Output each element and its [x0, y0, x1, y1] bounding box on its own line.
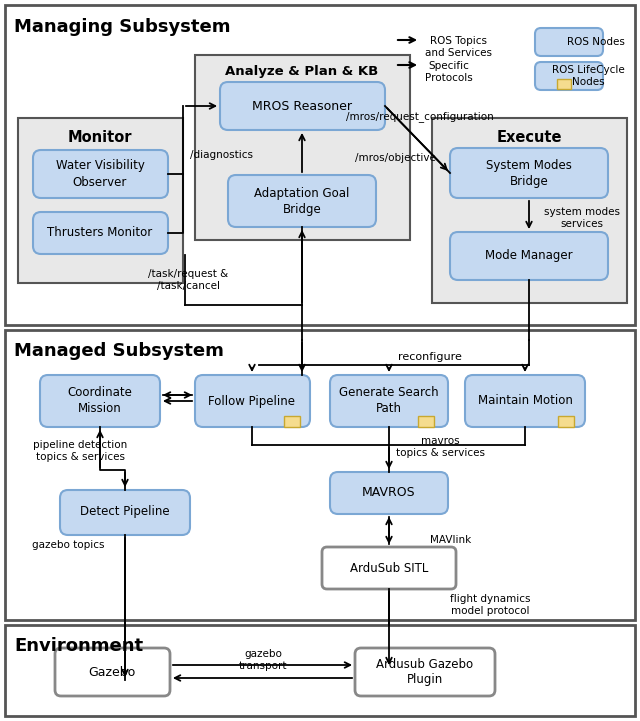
Text: /mros/objective: /mros/objective: [355, 153, 436, 163]
Bar: [5, 625, 635, 716]
Text: Detect Pipeline: Detect Pipeline: [80, 505, 170, 518]
Text: ROS Nodes: ROS Nodes: [567, 37, 625, 47]
FancyBboxPatch shape: [220, 82, 385, 130]
FancyBboxPatch shape: [33, 212, 168, 254]
Text: gazebo topics: gazebo topics: [32, 540, 104, 550]
FancyBboxPatch shape: [33, 150, 168, 198]
FancyBboxPatch shape: [228, 175, 376, 227]
Text: Follow Pipeline: Follow Pipeline: [209, 394, 296, 407]
Text: Coordinate
Mission: Coordinate Mission: [68, 386, 132, 415]
Bar: [5, 5, 635, 325]
Bar: [195, 55, 410, 240]
Text: Execute: Execute: [496, 130, 562, 145]
FancyBboxPatch shape: [450, 232, 608, 280]
FancyBboxPatch shape: [535, 62, 603, 90]
Bar: [18, 118, 183, 283]
FancyBboxPatch shape: [40, 375, 160, 427]
FancyBboxPatch shape: [55, 648, 170, 696]
Text: Mode Manager: Mode Manager: [485, 249, 573, 262]
Text: /mros/request_configuration: /mros/request_configuration: [346, 111, 494, 122]
Text: Maintain Motion: Maintain Motion: [477, 394, 572, 407]
Text: Managing Subsystem: Managing Subsystem: [14, 18, 230, 36]
FancyBboxPatch shape: [330, 472, 448, 514]
Text: pipeline detection
topics & services: pipeline detection topics & services: [33, 440, 127, 462]
Text: MROS Reasoner: MROS Reasoner: [252, 99, 352, 112]
FancyBboxPatch shape: [450, 148, 608, 198]
FancyBboxPatch shape: [355, 648, 495, 696]
Text: Generate Search
Path: Generate Search Path: [339, 386, 439, 415]
Text: system modes
services: system modes services: [544, 207, 620, 229]
Text: Adaptation Goal
Bridge: Adaptation Goal Bridge: [254, 187, 349, 216]
Text: /task/request &
/task/cancel: /task/request & /task/cancel: [148, 269, 228, 291]
Text: MAVlink: MAVlink: [430, 535, 471, 545]
Bar: [557, 79, 571, 89]
Text: Thrusters Monitor: Thrusters Monitor: [47, 226, 152, 239]
Bar: [418, 416, 434, 427]
FancyBboxPatch shape: [195, 375, 310, 427]
Bar: [558, 416, 574, 427]
Text: Managed Subsystem: Managed Subsystem: [14, 342, 224, 360]
Text: Ardusub Gazebo
Plugin: Ardusub Gazebo Plugin: [376, 658, 474, 686]
Text: ROS LifeCycle
Nodes: ROS LifeCycle Nodes: [552, 65, 625, 87]
Text: System Modes
Bridge: System Modes Bridge: [486, 159, 572, 187]
Text: Specific
Protocols: Specific Protocols: [425, 61, 473, 84]
Text: Gazebo: Gazebo: [88, 665, 136, 678]
Text: Environment: Environment: [14, 637, 143, 655]
FancyBboxPatch shape: [465, 375, 585, 427]
Text: gazebo
transport: gazebo transport: [239, 649, 287, 671]
Bar: [432, 118, 627, 303]
Text: Analyze & Plan & KB: Analyze & Plan & KB: [225, 65, 379, 78]
Text: MAVROS: MAVROS: [362, 487, 416, 500]
Text: Monitor: Monitor: [68, 130, 132, 145]
FancyBboxPatch shape: [330, 375, 448, 427]
Text: mavros
topics & services: mavros topics & services: [396, 435, 484, 458]
Text: ArduSub SITL: ArduSub SITL: [350, 562, 428, 575]
Text: reconfigure: reconfigure: [398, 352, 462, 362]
FancyBboxPatch shape: [60, 490, 190, 535]
Text: ROS Topics
and Services: ROS Topics and Services: [425, 36, 492, 58]
Text: /diagnostics: /diagnostics: [190, 150, 253, 160]
FancyBboxPatch shape: [322, 547, 456, 589]
Bar: [284, 416, 300, 427]
Bar: [5, 330, 635, 620]
Text: flight dynamics
model protocol: flight dynamics model protocol: [450, 594, 531, 616]
FancyBboxPatch shape: [535, 28, 603, 56]
Text: Water Visibility
Observer: Water Visibility Observer: [56, 159, 145, 188]
